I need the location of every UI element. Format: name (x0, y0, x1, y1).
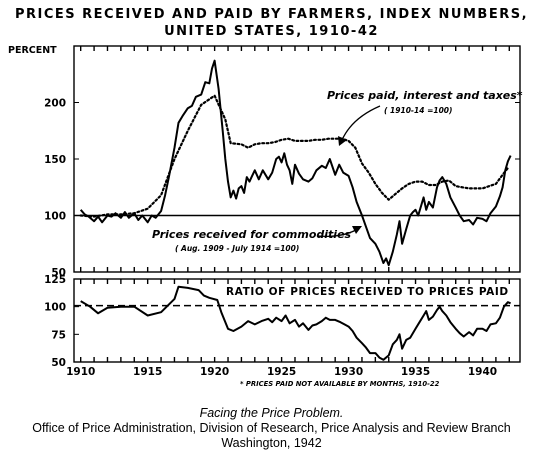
series-layer (74, 59, 520, 361)
x-tick-label: 1940 (468, 366, 497, 378)
lower-y-tick-label: 100 (44, 302, 66, 314)
chart-title-line2: UNITED STATES, 1910-42 (164, 24, 379, 39)
annotation-prices-received: Prices received for commodities (152, 228, 352, 241)
lower-panel-frame (73, 278, 521, 363)
x-tick-label: 1910 (66, 366, 95, 378)
lower-y-tick-label: 50 (51, 357, 66, 369)
annotation-prices-paid: Prices paid, interest and taxes* (327, 89, 523, 102)
upper-tick-layer: 50 100 150 200 (44, 46, 520, 279)
upper-y-tick-label: 150 (44, 154, 66, 166)
x-tick-label: 1930 (334, 366, 363, 378)
lower-y-tick-label: 125 (44, 274, 66, 286)
annotation-prices-paid-note: ( 1910-14 =100) (384, 106, 452, 115)
upper-y-tick-label: 50 (51, 267, 66, 279)
arrow-head-prices-paid (338, 136, 347, 146)
footnote: * PRICES PAID NOT AVAILABLE BY MONTHS, 1… (240, 380, 440, 388)
annotation-prices-received-note: ( Aug. 1909 - July 1914 =100) (175, 244, 299, 253)
caption-title: Facing the Price Problem. (199, 406, 344, 420)
x-tick-label: 1915 (133, 366, 162, 378)
upper-y-tick-label: 200 (44, 98, 66, 110)
x-tick-label: 1920 (200, 366, 229, 378)
upper-y-tick-label: 100 (44, 211, 66, 223)
x-tick-label: 1925 (267, 366, 296, 378)
arrow-prices-received (317, 229, 357, 238)
lower-y-tick-label: 75 (51, 329, 66, 341)
lower-tick-layer: 50 75 100 125 1910 1915 1920 1925 1930 1935 1940 (44, 274, 510, 378)
caption-place-year: Washington, 1942 (221, 436, 322, 450)
caption: Facing the Price Problem. Office of Pric… (0, 406, 543, 451)
arrow-head-prices-received (352, 226, 362, 234)
upper-series-prices-received-for-commodities (79, 59, 512, 267)
x-tick-label: 1935 (401, 366, 430, 378)
arrow-prices-paid (341, 105, 381, 141)
upper-series-prices-paid-interest-and-taxes (79, 94, 509, 218)
chart-title-line1: PRICES RECEIVED AND PAID BY FARMERS, IND… (14, 7, 529, 22)
lower-series-ratio (80, 285, 511, 361)
lower-panel-title: RATIO OF PRICES RECEIVED TO PRICES PAID (226, 286, 509, 298)
y-axis-label: PERCENT (8, 45, 57, 56)
caption-source: Office of Price Administration, Division… (32, 421, 511, 435)
